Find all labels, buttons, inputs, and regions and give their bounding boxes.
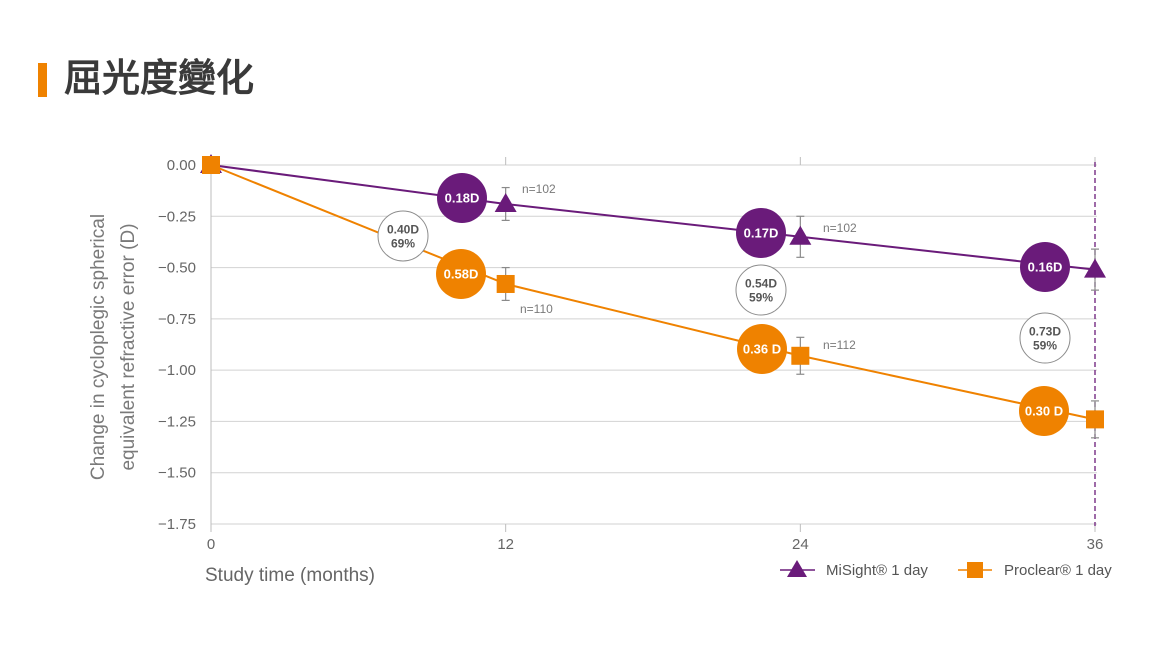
badge-label: 0.18D: [445, 191, 480, 206]
legend: MiSight® 1 day Proclear® 1 day: [780, 560, 1112, 579]
x-tick-label: 12: [497, 536, 514, 553]
axes: [210, 157, 1096, 532]
y-tick-label: −1.75: [158, 516, 196, 533]
misight-point-12: [494, 192, 517, 212]
x-tick-labels: 0 12 24 36: [207, 536, 1104, 553]
proclear-change-badge: 0.58D: [436, 249, 486, 299]
proclear-change-badge: 0.30 D: [1019, 386, 1069, 436]
badge-circle: [1019, 386, 1069, 436]
proclear-change-badge: 0.36 D: [737, 324, 787, 374]
x-axis-title: Study time (months): [205, 565, 375, 586]
proclear-point-12: [496, 274, 515, 293]
misight-line: [210, 164, 1096, 271]
misight-point-24: [789, 225, 812, 245]
sample-size-label: n=102: [823, 221, 857, 235]
difference-value: 0.54D: [745, 277, 777, 291]
misight-series: [200, 154, 1106, 291]
difference-value: 0.40D: [387, 223, 419, 237]
badge-circle: [737, 324, 787, 374]
legend-label-misight: MiSight® 1 day: [826, 562, 928, 579]
difference-circle: [1019, 312, 1071, 364]
proclear-point-24: [791, 346, 810, 365]
y-tick-label: −0.75: [158, 311, 196, 328]
misight-change-badge: 0.16D: [1020, 242, 1070, 292]
badge-circle: [736, 208, 786, 258]
legend-label-proclear: Proclear® 1 day: [1004, 562, 1112, 579]
y-tick-label: −1.00: [158, 362, 196, 379]
legend-item-misight: MiSight® 1 day: [780, 560, 928, 579]
badge-label: 0.17D: [744, 226, 779, 241]
proclear-line: [210, 164, 1096, 421]
badge-circle: [436, 249, 486, 299]
x-tick-label: 36: [1087, 536, 1104, 553]
series-layer: [200, 154, 1106, 439]
difference-circle: [735, 264, 787, 316]
title-accent-bar: [38, 63, 47, 97]
y-tick-labels: 0.00 −0.25 −0.50 −0.75 −1.00 −1.25 −1.50 −1.75: [158, 157, 196, 533]
badge-label: 0.16D: [1028, 260, 1063, 275]
misight-change-badge: 0.17D: [736, 208, 786, 258]
y-tick-label: −1.50: [158, 465, 196, 482]
badge-label: 0.36 D: [743, 342, 781, 357]
page-title: 屈光度變化: [64, 58, 255, 100]
sample-size-label: n=110: [520, 302, 553, 316]
proclear-point-36: [1086, 410, 1104, 429]
x-tick-label: 0: [207, 536, 215, 553]
difference-percent: 59%: [1033, 339, 1057, 353]
legend-item-proclear: Proclear® 1 day: [958, 562, 1112, 579]
sample-size-label: n=102: [522, 182, 556, 196]
badge-label: 0.58D: [444, 267, 479, 282]
badge-circle: [1020, 242, 1070, 292]
y-axis-title-line-2: equivalent refractive error (D): [118, 223, 139, 470]
difference-badge: 0.54D 59%: [735, 264, 787, 316]
sample-size-label: n=112: [823, 338, 856, 352]
difference-circle: [377, 210, 429, 262]
difference-badge: 0.40D 69%: [377, 210, 429, 262]
gridlines: [211, 164, 1097, 525]
y-tick-label: 0.00: [167, 157, 196, 174]
difference-percent: 69%: [391, 237, 415, 251]
misight-point-36: [1084, 258, 1106, 278]
difference-percent: 59%: [749, 291, 773, 305]
legend-square-marker: [967, 562, 983, 578]
badge-circle: [437, 173, 487, 223]
y-axis-title-line-1: Change in cycloplegic spherical: [88, 214, 109, 480]
proclear-series: [202, 156, 1104, 439]
y-tick-label: −1.25: [158, 413, 196, 430]
difference-badge: 0.73D 59%: [1019, 312, 1071, 364]
misight-change-badge: 0.18D: [437, 173, 487, 223]
y-tick-label: −0.25: [158, 208, 196, 225]
proclear-point-0: [202, 156, 220, 174]
difference-value: 0.73D: [1029, 325, 1061, 339]
x-tick-label: 24: [792, 536, 809, 553]
badge-label: 0.30 D: [1025, 404, 1063, 419]
legend-triangle-marker: [787, 560, 807, 577]
y-tick-label: −0.50: [158, 260, 196, 277]
